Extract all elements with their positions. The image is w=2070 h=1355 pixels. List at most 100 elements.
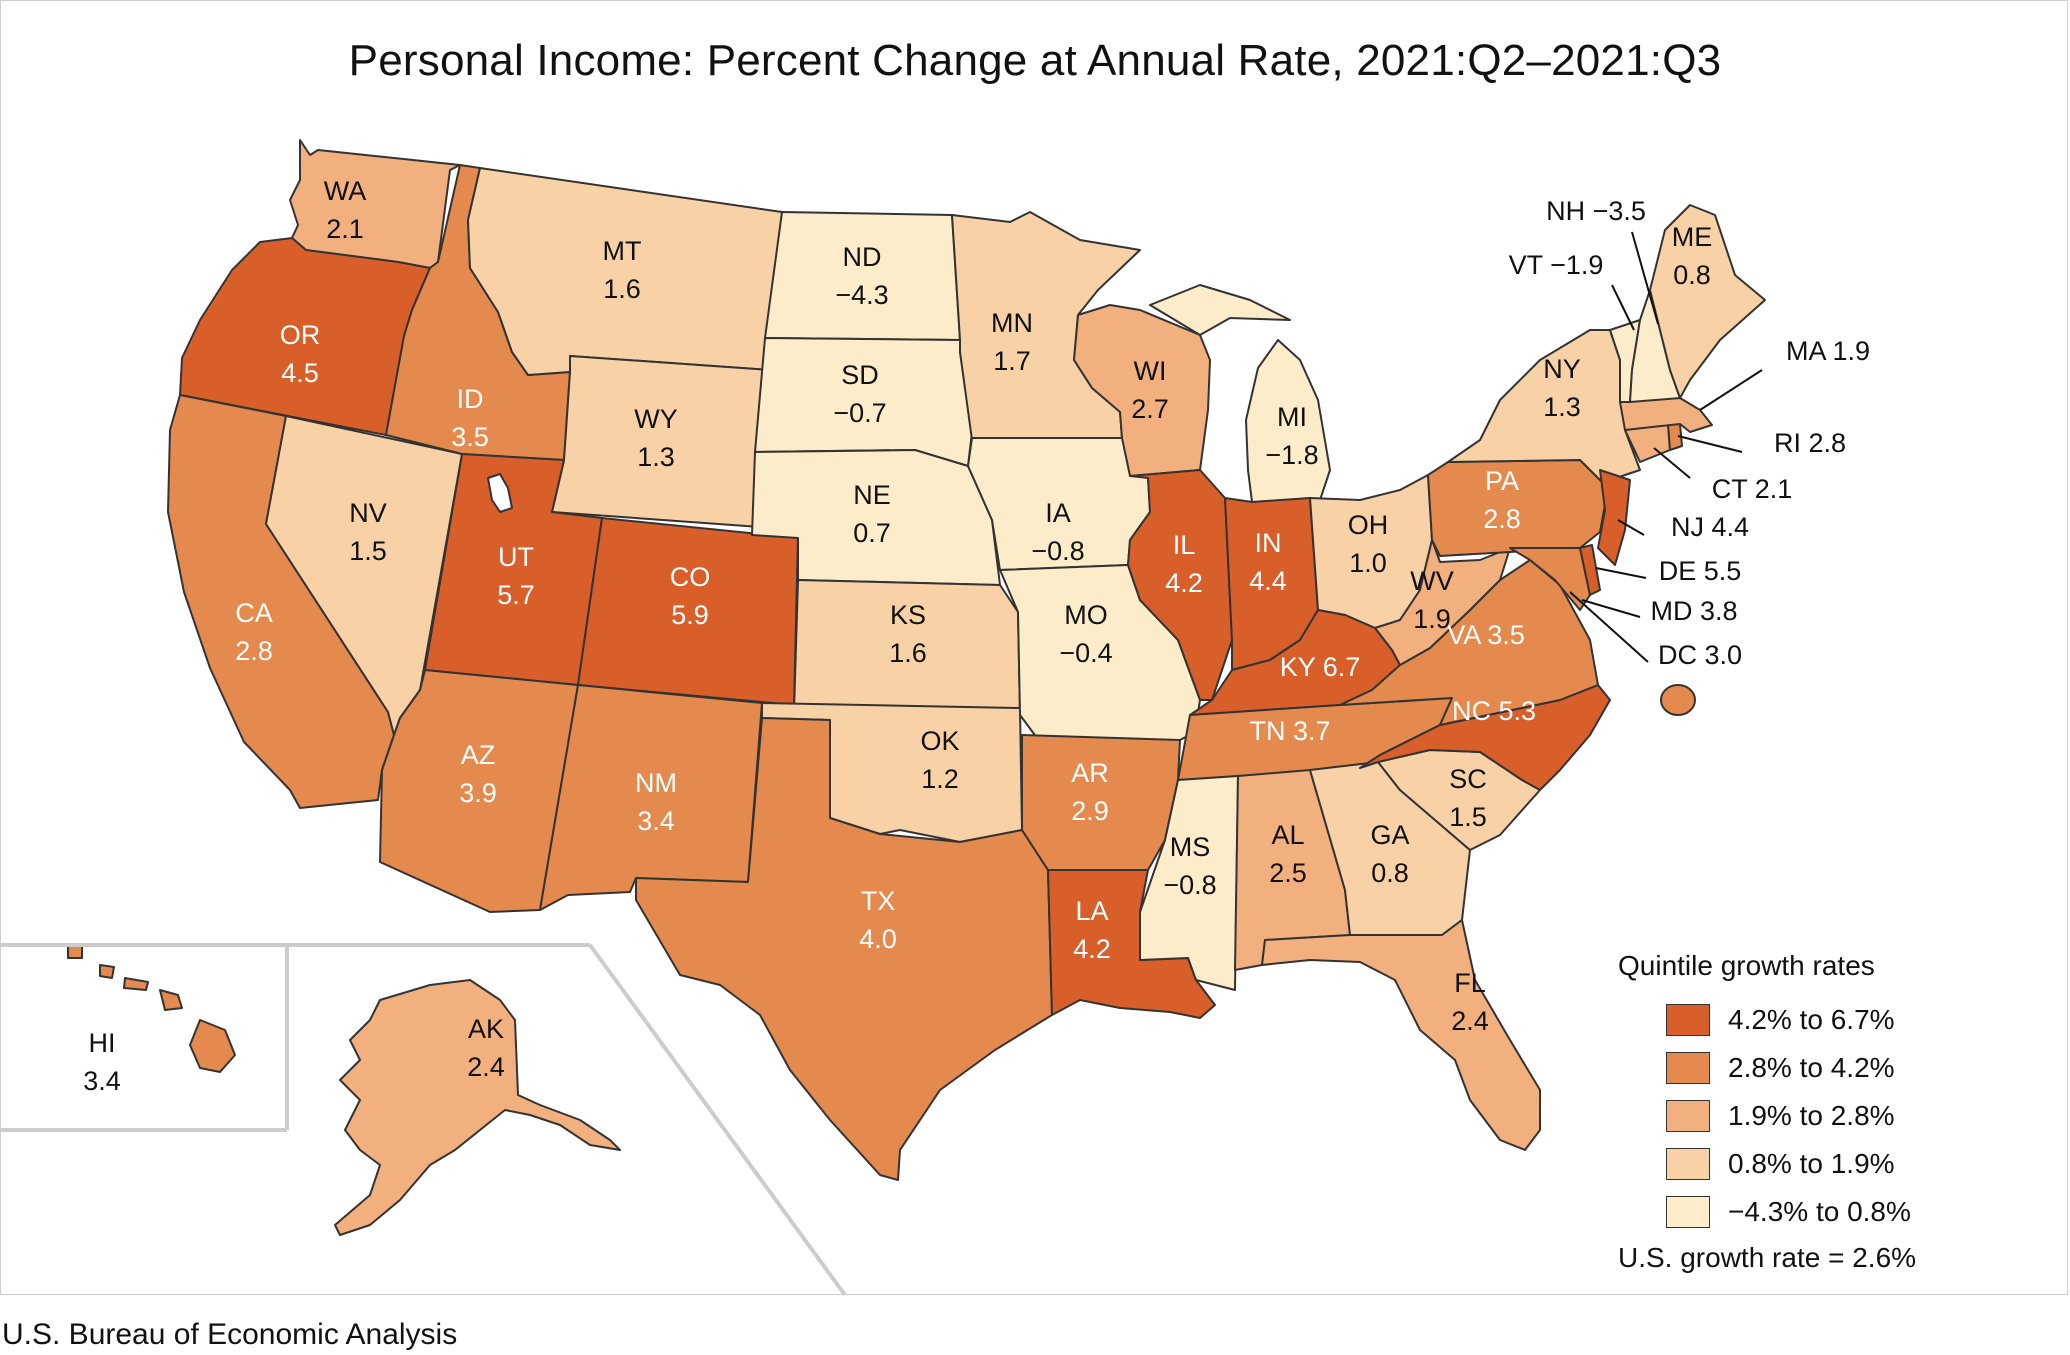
state-value-mt: 1.6 — [603, 274, 641, 304]
state-value-ks: 1.6 — [889, 638, 927, 668]
us-growth-rate: U.S. growth rate = 2.6% — [1618, 1242, 1917, 1273]
state-label-or: OR — [280, 320, 321, 350]
state-label-pa: PA — [1485, 466, 1519, 496]
state-value-mn: 1.7 — [993, 346, 1031, 376]
state-label-nj: NJ 4.4 — [1671, 512, 1749, 542]
legend-item: 2.8% to 4.2% — [1618, 1044, 2038, 1092]
state-ME — [1649, 204, 1766, 399]
state-label-co: CO — [670, 562, 711, 592]
state-label-fl: FL — [1454, 968, 1486, 998]
state-label-md: MD 3.8 — [1650, 596, 1737, 626]
state-HI-main — [189, 1019, 236, 1073]
state-label-nc: NC 5.3 — [1452, 696, 1536, 726]
legend-item: 0.8% to 1.9% — [1618, 1140, 2038, 1188]
state-value-wy: 1.3 — [637, 442, 675, 472]
state-TX — [635, 717, 1053, 1181]
state-value-sd: −0.7 — [833, 398, 886, 428]
state-MI — [1149, 284, 1331, 503]
state-value-or: 4.5 — [281, 358, 319, 388]
leader-lines — [1569, 231, 1763, 663]
state-value-ny: 1.3 — [1543, 392, 1581, 422]
state-label-mn: MN — [991, 308, 1033, 338]
state-label-tx: TX — [861, 886, 896, 916]
state-value-il: 4.2 — [1165, 568, 1203, 598]
state-label-il: IL — [1173, 530, 1196, 560]
state-label-la: LA — [1075, 896, 1108, 926]
legend-swatch — [1666, 1004, 1710, 1036]
state-NJ — [1597, 469, 1631, 566]
state-value-wi: 2.7 — [1131, 394, 1169, 424]
state-DC — [1660, 684, 1696, 716]
state-value-me: 0.8 — [1673, 260, 1711, 290]
legend-label: 4.2% to 6.7% — [1728, 1004, 1895, 1035]
state-label-ks: KS — [890, 600, 926, 630]
state-label-nm: NM — [635, 768, 677, 798]
state-label-ut: UT — [498, 542, 534, 572]
state-HI-molokai — [123, 977, 149, 991]
state-value-nd: −4.3 — [835, 280, 888, 310]
state-label-ky: KY 6.7 — [1280, 652, 1361, 682]
state-value-tx: 4.0 — [859, 924, 897, 954]
state-value-pa: 2.8 — [1483, 504, 1521, 534]
state-label-in: IN — [1255, 528, 1282, 558]
state-label-al: AL — [1271, 820, 1304, 850]
state-value-in: 4.4 — [1249, 566, 1287, 596]
state-HI-maui — [159, 989, 183, 1011]
state-label-ct: CT 2.1 — [1712, 474, 1793, 504]
state-label-dc: DC 3.0 — [1658, 640, 1742, 670]
state-label-sc: SC — [1449, 764, 1487, 794]
state-label-mt: MT — [603, 236, 642, 266]
state-value-ms: −0.8 — [1163, 870, 1216, 900]
state-value-ar: 2.9 — [1071, 796, 1109, 826]
inset-borders — [0, 943, 847, 1297]
state-label-vt: VT −1.9 — [1509, 250, 1604, 280]
legend-swatch — [1666, 1196, 1710, 1228]
legend-label: −4.3% to 0.8% — [1728, 1196, 1911, 1227]
state-label-ca: CA — [235, 598, 273, 628]
state-value-ok: 1.2 — [921, 764, 959, 794]
legend-swatch — [1666, 1100, 1710, 1132]
state-WA — [289, 139, 461, 269]
state-value-id: 3.5 — [451, 422, 489, 452]
legend-swatch — [1666, 1148, 1710, 1180]
state-MA — [1619, 397, 1713, 433]
legend-item: 4.2% to 6.7% — [1618, 996, 2038, 1044]
state-value-sc: 1.5 — [1449, 802, 1487, 832]
us-choropleth-map: WA 2.1 OR 4.5 CA 2.8 NV 1.5 ID 3.5 MT 1.6 WY 1.3 UT 5.7… — [0, 139, 1870, 1297]
state-label-hi: HI — [89, 1028, 116, 1058]
state-NM — [539, 684, 763, 911]
state-label-ri: RI 2.8 — [1774, 428, 1846, 458]
legend-label: 2.8% to 4.2% — [1728, 1052, 1895, 1083]
state-FL — [1261, 919, 1541, 1151]
state-value-nv: 1.5 — [349, 536, 387, 566]
state-ND — [764, 211, 961, 341]
state-label-ia: IA — [1045, 498, 1071, 528]
state-label-nd: ND — [843, 242, 882, 272]
state-value-ut: 5.7 — [497, 580, 535, 610]
legend-label: 1.9% to 2.8% — [1728, 1100, 1895, 1131]
state-AR — [1021, 734, 1181, 871]
legend-label: 0.8% to 1.9% — [1728, 1148, 1895, 1179]
state-value-wv: 1.9 — [1413, 604, 1451, 634]
state-label-ne: NE — [853, 480, 891, 510]
state-value-ia: −0.8 — [1031, 536, 1084, 566]
legend: Quintile growth rates 4.2% to 6.7% 2.8% … — [1618, 950, 2038, 1274]
state-label-me: ME — [1672, 222, 1713, 252]
state-value-az: 3.9 — [459, 778, 497, 808]
state-label-ms: MS — [1170, 832, 1211, 862]
state-label-wi: WI — [1134, 356, 1167, 386]
state-value-mo: −0.4 — [1059, 638, 1112, 668]
state-label-wy: WY — [634, 404, 678, 434]
state-label-ma: MA 1.9 — [1786, 336, 1870, 366]
state-value-ne: 0.7 — [853, 518, 891, 548]
state-value-la: 4.2 — [1073, 934, 1111, 964]
state-value-nm: 3.4 — [637, 806, 675, 836]
state-label-mi: MI — [1277, 402, 1307, 432]
state-label-wv: WV — [1410, 566, 1454, 596]
state-label-mo: MO — [1064, 600, 1108, 630]
state-label-az: AZ — [461, 740, 496, 770]
map-frame — [0, 0, 2068, 1295]
legend-item: 1.9% to 2.8% — [1618, 1092, 2038, 1140]
state-label-tn: TN 3.7 — [1249, 716, 1330, 746]
state-value-oh: 1.0 — [1349, 548, 1387, 578]
